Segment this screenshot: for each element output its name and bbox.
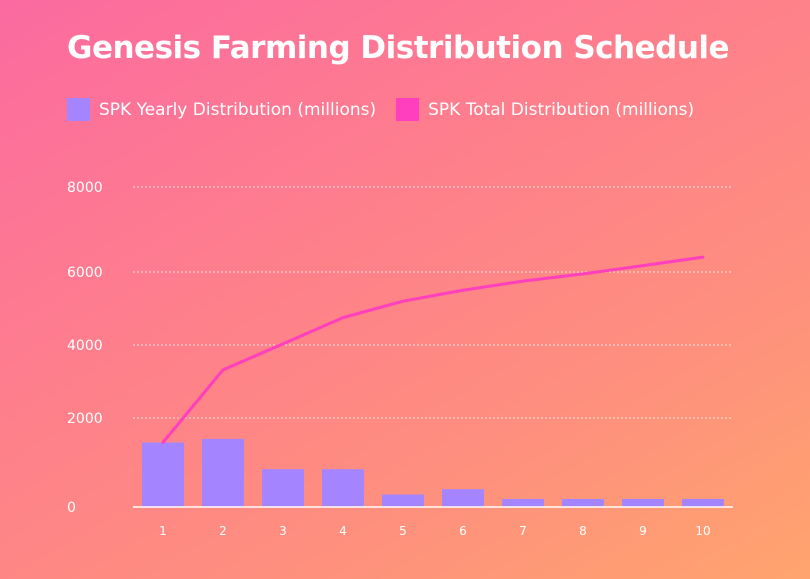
legend-label-total: SPK Total Distribution (millions) [428, 99, 695, 120]
x-tick-label-1: 1 [159, 524, 167, 538]
legend-swatch-total [396, 98, 420, 121]
legend-item-yearly: SPK Yearly Distribution (millions) [67, 98, 376, 121]
legend-swatch-yearly [67, 98, 90, 121]
y-tick-label-2000: 2000 [67, 411, 103, 427]
x-tick-label-2: 2 [219, 524, 227, 538]
y-tick-label-0: 0 [67, 500, 76, 516]
x-tick-label-3: 3 [279, 524, 287, 538]
bar-1 [142, 442, 184, 507]
bar-10 [682, 498, 724, 507]
legend-label-yearly: SPK Yearly Distribution (millions) [99, 99, 377, 120]
line-series-total [161, 255, 705, 444]
y-tick-label-8000: 8000 [67, 180, 103, 196]
x-tick-label-5: 5 [399, 524, 407, 538]
bar-6 [442, 489, 484, 507]
legend-item-total: SPK Total Distribution (millions) [396, 98, 694, 121]
bar-7 [502, 498, 544, 507]
x-tick-label-4: 4 [339, 524, 347, 538]
y-tick-label-6000: 6000 [67, 265, 103, 281]
legend: SPK Yearly Distribution (millions) SPK T… [67, 98, 714, 121]
bar-5 [382, 494, 424, 507]
x-tick-label-8: 8 [579, 524, 587, 538]
bar-2 [202, 438, 244, 507]
x-tick-label-9: 9 [639, 524, 647, 538]
bar-3 [262, 469, 304, 507]
x-tick-label-6: 6 [459, 524, 467, 538]
bar-9 [622, 498, 664, 507]
chart-title: Genesis Farming Distribution Schedule [67, 30, 730, 66]
bar-4 [322, 469, 364, 507]
bar-8 [562, 498, 604, 507]
x-tick-label-7: 7 [519, 524, 527, 538]
y-tick-label-4000: 4000 [67, 338, 103, 354]
x-tick-label-10: 10 [695, 524, 710, 538]
